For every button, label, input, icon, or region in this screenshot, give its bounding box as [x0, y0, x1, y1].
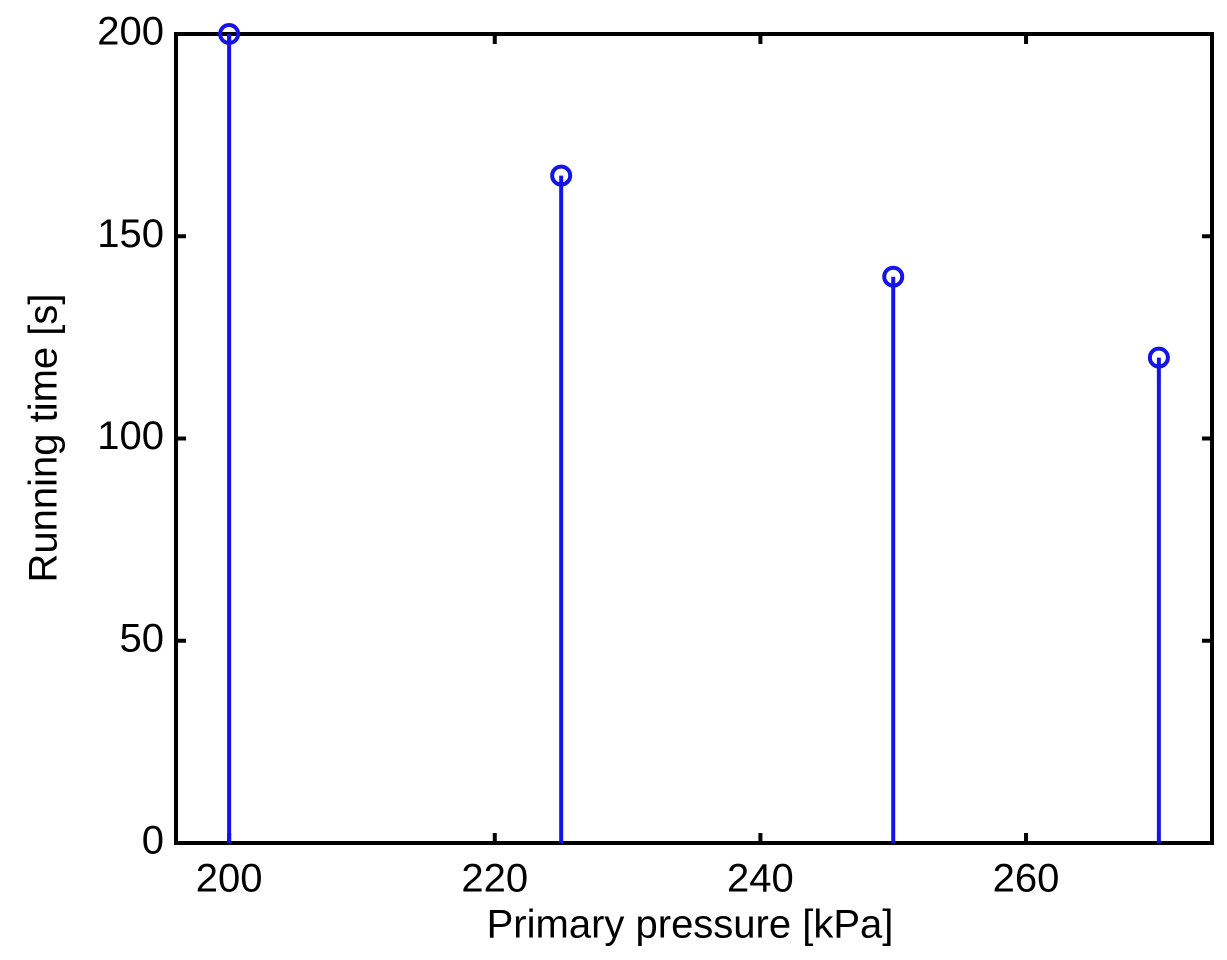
- stem-marker: [882, 265, 905, 288]
- x-tick-label: 240: [727, 857, 794, 901]
- stem-marker: [1147, 346, 1170, 369]
- y-tick-label: 0: [142, 819, 164, 863]
- y-tick-label: 200: [97, 10, 164, 54]
- x-tick-label: 200: [196, 857, 263, 901]
- y-tick-label: 100: [97, 414, 164, 458]
- y-tick-label: 50: [120, 616, 165, 660]
- y-tick-label: 150: [97, 212, 164, 256]
- plot-frame: [174, 32, 1214, 845]
- stem-marker: [550, 164, 573, 187]
- stem-marker: [218, 23, 241, 45]
- y-axis-label: Running time [s]: [22, 293, 66, 582]
- x-tick-label: 220: [461, 857, 528, 901]
- x-tick-label: 260: [993, 857, 1060, 901]
- x-axis-label: Primary pressure [kPa]: [487, 903, 894, 947]
